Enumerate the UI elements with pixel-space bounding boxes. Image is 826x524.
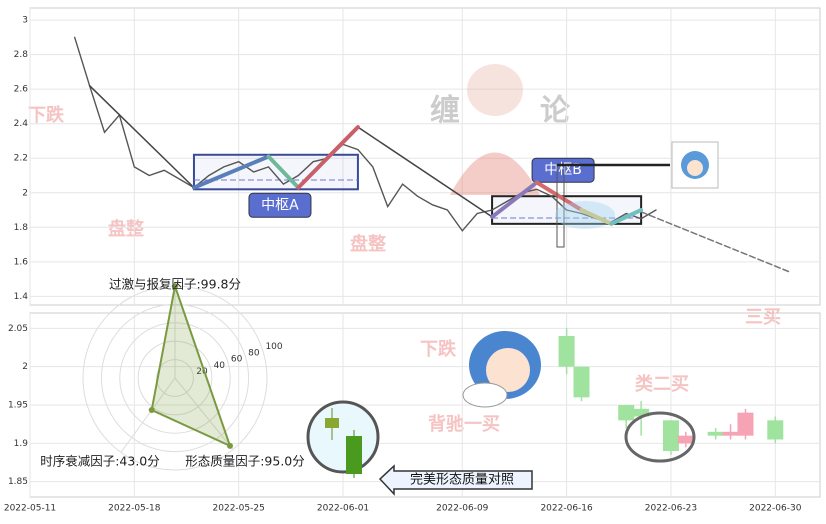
radar-tick-label: 100 xyxy=(265,342,282,352)
watermark: 论 xyxy=(540,94,571,129)
series-line xyxy=(74,36,657,232)
radar-axis xyxy=(120,377,176,453)
watermark: 背驰一买 xyxy=(428,413,500,435)
icon-frame xyxy=(671,141,719,189)
y-tick-label: 2.6 xyxy=(14,85,29,95)
y-tick-label: 1.85 xyxy=(8,477,28,487)
callout-arrow xyxy=(378,464,533,496)
watermark: 盘整 xyxy=(350,233,386,255)
highlight xyxy=(555,201,615,229)
watermark: 下跌 xyxy=(28,104,65,126)
candle-body xyxy=(618,405,635,421)
candle-body xyxy=(558,336,575,367)
series-line xyxy=(296,125,360,190)
series-line xyxy=(640,211,791,273)
y-tick-label: 3 xyxy=(22,16,28,26)
watermark: 盘整 xyxy=(108,218,144,240)
radar-tick-label: 20 xyxy=(196,367,208,377)
inset-candle xyxy=(325,418,339,428)
cartoon-body xyxy=(462,382,508,408)
radar-point xyxy=(172,283,178,290)
inset-candle xyxy=(346,436,362,474)
grid-layer: 1.4 1.6 1.8 2 2.2 2.4 2.6 2.8 3 1.85 1.9 1.95 2 2.05 2… xyxy=(4,8,820,514)
watermark: 三买 xyxy=(745,307,781,328)
radar-area xyxy=(150,282,232,448)
x-tick-label: 2022-06-09 xyxy=(436,504,489,514)
y-tick-label: 1.4 xyxy=(14,292,29,302)
y-tick-label: 1.95 xyxy=(8,401,28,411)
x-tick-label: 2022-05-25 xyxy=(213,504,265,514)
series-line xyxy=(579,208,614,226)
x-tick-label: 2022-05-11 xyxy=(4,504,56,514)
x-tick-label: 2022-06-23 xyxy=(645,504,697,514)
mascot-head xyxy=(467,64,523,116)
series-line xyxy=(357,126,493,218)
x-tick-label: 2022-05-18 xyxy=(108,504,161,514)
inset xyxy=(306,400,696,478)
y-tick-label: 2 xyxy=(22,362,28,372)
radar-point xyxy=(148,407,155,414)
candle-body xyxy=(633,408,650,417)
radar-label: 形态质量因子:95.0分 xyxy=(185,454,305,469)
cartoon-face xyxy=(486,348,530,392)
y-tick-label: 2.4 xyxy=(14,119,29,129)
y-tick-label: 2 xyxy=(22,188,28,198)
icon-face xyxy=(687,160,703,176)
radar-point xyxy=(227,442,234,449)
radar-axis xyxy=(174,377,234,450)
candle-body xyxy=(662,420,679,451)
x-tick-label: 2022-06-01 xyxy=(317,504,369,514)
zone xyxy=(192,153,359,191)
mascot xyxy=(450,64,540,195)
series-line xyxy=(490,180,539,219)
series-line xyxy=(88,84,195,189)
y-tick-label: 2.2 xyxy=(14,154,28,164)
callout-text: 完美形态质量对照 xyxy=(410,473,514,488)
y-tick-label: 1.8 xyxy=(14,223,29,233)
candle-body xyxy=(722,431,739,436)
y-tick-label: 2.8 xyxy=(14,50,29,60)
candle-body xyxy=(767,420,784,440)
candle-body xyxy=(737,412,754,436)
x-tick-label: 2022-06-16 xyxy=(540,504,593,514)
y-tick-label: 1.9 xyxy=(14,439,29,449)
inset-circle xyxy=(306,400,380,474)
series-line xyxy=(534,180,584,212)
watermark: 下跌 xyxy=(420,338,457,360)
cartoon xyxy=(462,331,541,408)
mascot-body xyxy=(450,152,540,195)
watermark: 类二买 xyxy=(635,373,689,395)
zone-label: 中枢A xyxy=(261,197,299,213)
compare-ellipse xyxy=(624,411,696,463)
candle-body xyxy=(677,435,694,444)
candle-body xyxy=(707,431,724,436)
radar-tick-label: 60 xyxy=(231,355,243,365)
y-tick-label: 2.05 xyxy=(8,324,28,334)
series-line xyxy=(609,208,644,226)
series-line xyxy=(266,154,301,190)
candle-body xyxy=(573,366,590,398)
zone-label-box xyxy=(248,192,312,218)
radar-label: 过激与报复因子:99.8分 xyxy=(109,277,241,292)
radar-tick-label: 40 xyxy=(214,361,226,371)
radar-tick-label: 80 xyxy=(248,348,260,358)
watermark-layer: 缠论下跌盘整盘整下跌背驰一买类二买三买 xyxy=(28,94,781,436)
watermark: 缠 xyxy=(430,94,460,129)
series-line xyxy=(192,154,271,190)
x-tick-label: 2022-06-30 xyxy=(749,504,802,514)
y-tick-label: 1.6 xyxy=(14,257,29,267)
radar-label: 时序衰减因子:43.0分 xyxy=(40,454,160,469)
